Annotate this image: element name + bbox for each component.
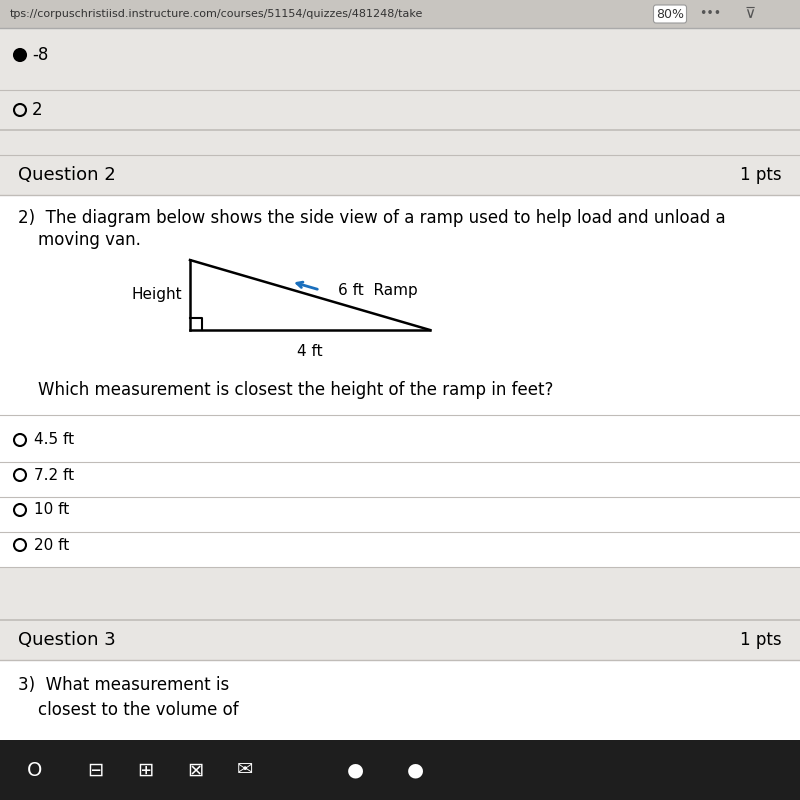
Text: Which measurement is closest the height of the ramp in feet?: Which measurement is closest the height … <box>38 381 554 399</box>
Text: 1 pts: 1 pts <box>740 166 782 184</box>
Bar <box>0 580 800 620</box>
Text: ⊞: ⊞ <box>137 761 153 779</box>
Bar <box>0 0 800 28</box>
Text: 10 ft: 10 ft <box>34 502 70 518</box>
Text: 3)  What measurement is: 3) What measurement is <box>18 676 230 694</box>
Text: moving van.: moving van. <box>38 231 141 249</box>
Bar <box>0 453 800 498</box>
Text: 7.2 ft: 7.2 ft <box>34 467 74 482</box>
Text: 80%: 80% <box>656 7 684 21</box>
Bar <box>0 130 800 155</box>
Text: •••: ••• <box>699 7 721 21</box>
Text: Question 2: Question 2 <box>18 166 116 184</box>
Text: Height: Height <box>131 287 182 302</box>
Text: 4.5 ft: 4.5 ft <box>34 433 74 447</box>
Circle shape <box>14 49 26 61</box>
Bar <box>0 418 800 463</box>
Bar <box>0 488 800 533</box>
Text: 1 pts: 1 pts <box>740 631 782 649</box>
Text: 6 ft  Ramp: 6 ft Ramp <box>338 282 418 298</box>
Text: tps://corpuschristiisd.instructure.com/courses/51154/quizzes/481248/take: tps://corpuschristiisd.instructure.com/c… <box>10 9 423 19</box>
Text: 4 ft: 4 ft <box>297 345 323 359</box>
Bar <box>0 740 800 800</box>
Text: -8: -8 <box>32 46 48 64</box>
Text: 20 ft: 20 ft <box>34 538 70 553</box>
Text: ●: ● <box>406 761 423 779</box>
Bar <box>0 660 800 740</box>
Text: 2)  The diagram below shows the side view of a ramp used to help load and unload: 2) The diagram below shows the side view… <box>18 209 726 227</box>
Text: closest to the volume of: closest to the volume of <box>38 701 238 719</box>
Text: ⊽: ⊽ <box>745 6 755 22</box>
Text: 2: 2 <box>32 101 42 119</box>
Bar <box>0 28 800 130</box>
Bar <box>0 195 800 440</box>
Bar <box>0 155 800 195</box>
Text: O: O <box>27 761 42 779</box>
Text: ⊠: ⊠ <box>187 761 203 779</box>
Bar <box>0 620 800 660</box>
Circle shape <box>17 52 23 58</box>
Text: Question 3: Question 3 <box>18 631 116 649</box>
Bar <box>0 523 800 568</box>
Text: ●: ● <box>346 761 363 779</box>
Text: ✉: ✉ <box>237 761 253 779</box>
Text: ⊟: ⊟ <box>87 761 103 779</box>
